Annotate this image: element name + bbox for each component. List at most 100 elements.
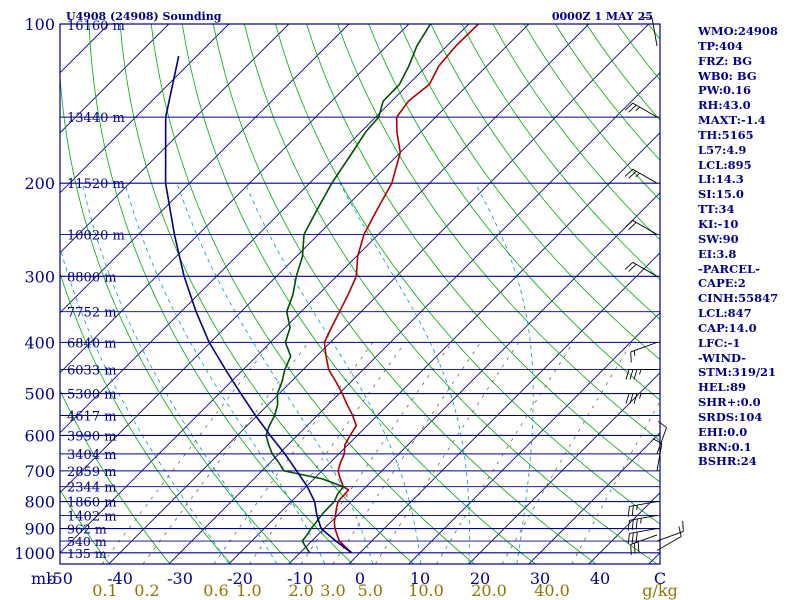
chart-grid <box>0 24 660 564</box>
dry-adiabat <box>60 271 232 564</box>
index-line: CINH:55847 <box>698 291 779 306</box>
isotherm <box>288 192 660 564</box>
index-line: TP:404 <box>698 38 744 53</box>
temperature-tick-label: 0 <box>355 569 365 588</box>
wind-barbs <box>624 16 684 555</box>
stability-indices-panel: WMO:24908 TP:404 FRZ: BG WB0: BG PW:0.16 RH:4… <box>698 24 798 469</box>
index-line: LCL:847 <box>698 306 752 321</box>
dry-adiabat <box>368 24 660 401</box>
index-line: -WIND- <box>698 350 746 365</box>
mixing-ratio-unit-label: g/kg <box>642 581 678 600</box>
pressure-tick-label: 800 <box>24 493 55 512</box>
pressure-tick-label: 500 <box>24 385 55 404</box>
mixing-ratio-tick-label: 40.0 <box>534 581 570 600</box>
index-line: LI:14.3 <box>698 172 744 187</box>
wind-barb <box>625 393 657 404</box>
index-line: L57:4.9 <box>698 142 747 157</box>
dry-adiabat <box>275 24 660 525</box>
isotherm <box>60 24 170 134</box>
height-tick-label: 962 m <box>67 522 107 537</box>
pressure-tick-label: 400 <box>24 333 55 352</box>
temperature-tick-label: -30 <box>167 569 193 588</box>
mixing-ratio-tick-label: 0.1 <box>92 581 117 600</box>
height-tick-label: 540 m <box>67 534 107 549</box>
mixing-ratio-tick-label: 10.0 <box>408 581 444 600</box>
height-tick-label: 8800 m <box>67 270 117 285</box>
height-tick-label: 10020 m <box>67 228 125 243</box>
dry-adiabat <box>88 24 353 564</box>
index-line: EI:3.8 <box>698 246 737 261</box>
temperature-tick-label: 30 <box>530 569 550 588</box>
height-tick-label: 7752 m <box>67 306 117 321</box>
height-tick-label: 1402 m <box>67 509 117 524</box>
mixing-ratio-line <box>501 342 633 564</box>
isotherm <box>0 24 49 564</box>
wind-barb <box>624 220 658 235</box>
pressure-tick-label: 700 <box>24 462 55 481</box>
temperature-tick-label: 40 <box>590 569 610 588</box>
height-tick-label: 6033 m <box>67 363 117 378</box>
temperature-tick-label: -20 <box>227 569 253 588</box>
index-line: -PARCEL- <box>698 261 760 276</box>
mixing-ratio-tick-label: 1.0 <box>236 581 261 600</box>
temperature-tick-label: -50 <box>47 569 73 588</box>
temperature-tick-label: -10 <box>287 569 313 588</box>
wind-barb <box>656 520 684 542</box>
mixing-ratio-tick-label: 5.0 <box>357 581 382 600</box>
wind-barb <box>625 368 657 380</box>
mixing-ratio-line <box>375 342 519 564</box>
index-line: BRN:0.1 <box>698 439 752 454</box>
height-tick-label: 1860 m <box>67 496 117 511</box>
dry-adiabat <box>244 24 658 564</box>
isotherm <box>60 24 290 254</box>
index-line: RH:43.0 <box>698 98 751 113</box>
isotherm <box>60 24 410 374</box>
isotherm <box>228 132 660 564</box>
dry-adiabat <box>150 24 475 564</box>
wind-barb <box>630 534 658 555</box>
dry-adiabat <box>60 389 171 564</box>
isotherm <box>60 24 530 494</box>
height-tick-label: 5300 m <box>67 388 117 403</box>
isotherm <box>168 72 660 564</box>
height-tick-label: 4617 m <box>67 410 117 425</box>
wind-barb <box>652 438 663 471</box>
wind-barb <box>641 16 658 46</box>
isotherm <box>60 24 590 554</box>
height-tick-label: 3990 m <box>67 429 117 444</box>
moist-adiabat <box>244 183 422 564</box>
index-line: SI:15.0 <box>698 187 744 202</box>
temperature-unit-label: C <box>654 569 666 588</box>
pressure-tick-label: 100 <box>24 15 55 34</box>
mixing-ratio-tick-label: 3.0 <box>320 581 345 600</box>
wind-barb <box>656 526 682 551</box>
mixing-ratio-line <box>436 342 574 564</box>
wind-barb <box>627 528 658 544</box>
plot-frame <box>59 23 661 565</box>
temperature-profile <box>323 24 479 554</box>
pressure-tick-label: 900 <box>24 520 55 539</box>
wind-barb <box>624 102 658 118</box>
index-line: SRDS:104 <box>698 409 763 424</box>
isotherm <box>408 312 660 564</box>
mixing-ratio-line <box>332 342 481 564</box>
parcel-trace <box>164 55 353 554</box>
index-line: WB0: BG <box>698 68 757 83</box>
dry-adiabat <box>60 488 110 564</box>
wind-barb <box>630 341 658 363</box>
moist-adiabat <box>339 183 470 564</box>
index-line: LFC:-1 <box>698 335 741 350</box>
index-line: HEL:89 <box>698 380 746 395</box>
height-tick-label: 13440 m <box>67 111 125 126</box>
dry-adiabat <box>306 24 660 483</box>
moist-adiabat <box>176 183 374 564</box>
temperature-tick-label: -40 <box>107 569 133 588</box>
isotherm <box>528 432 660 564</box>
wind-barb <box>624 168 658 184</box>
index-line: PW:0.16 <box>698 83 752 98</box>
moist-adiabat <box>124 183 326 564</box>
mixing-ratio-line <box>101 342 272 564</box>
index-line: FRZ: BG <box>698 53 753 68</box>
index-line: STM:319/21 <box>698 365 777 380</box>
